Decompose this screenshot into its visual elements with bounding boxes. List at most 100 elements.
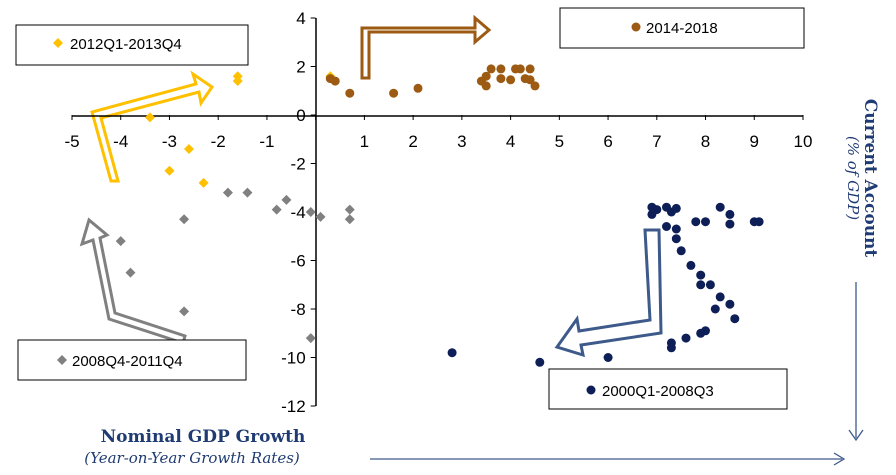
y-tick-label: 2 xyxy=(296,58,305,77)
legend-marker xyxy=(631,22,641,32)
scatter-point-series-1 xyxy=(315,211,326,222)
x-tick-label: -5 xyxy=(64,132,79,151)
scatter-point-series-2 xyxy=(232,71,243,82)
scatter-point-series-3 xyxy=(515,64,525,74)
scatter-point-series-1 xyxy=(305,207,316,217)
y-axis-title: Current Account (% of GDP) xyxy=(844,99,880,442)
scatter-point-series-0 xyxy=(725,219,735,229)
arrow-2014-2018 xyxy=(360,14,492,80)
scatter-point-series-2 xyxy=(164,165,175,176)
y-tick-label: -8 xyxy=(291,300,306,319)
x-axis-title-main: Nominal GDP Growth xyxy=(101,427,306,447)
scatter-point-series-1 xyxy=(242,187,253,198)
scatter-point-series-1 xyxy=(281,194,292,205)
scatter-point-series-1 xyxy=(271,204,282,215)
scatter-point-series-0 xyxy=(701,217,710,227)
scatter-point-series-1 xyxy=(222,187,233,198)
x-tick-label: 5 xyxy=(555,132,564,151)
data-points xyxy=(115,64,764,367)
x-tick-label: 2 xyxy=(408,132,417,151)
scatter-point-series-0 xyxy=(647,209,657,219)
scatter-point-series-0 xyxy=(715,202,725,212)
scatter-point-series-3 xyxy=(496,64,506,74)
x-tick-label: 4 xyxy=(506,132,515,151)
x-tick-label: -3 xyxy=(162,132,177,151)
legend-box xyxy=(15,24,249,66)
arrow-2012-2013 xyxy=(90,70,215,183)
scatter-point-series-3 xyxy=(481,71,491,81)
scatter-point-series-0 xyxy=(681,333,691,343)
scatter-point-series-0 xyxy=(447,348,457,358)
x-tick-label: -1 xyxy=(259,132,274,151)
scatter-point-series-1 xyxy=(179,214,190,225)
scatter-point-series-3 xyxy=(506,75,516,85)
legend-2008-2011: 2008Q4-2011Q4 xyxy=(17,339,247,381)
y-tick-label: -6 xyxy=(291,252,306,271)
scatter-point-series-0 xyxy=(696,270,706,280)
legend-marker xyxy=(53,38,63,48)
legend-box xyxy=(548,368,788,410)
y-axis-title-main: Current Account xyxy=(860,99,880,258)
scatter-point-series-0 xyxy=(715,292,725,302)
scatter-point-series-0 xyxy=(725,299,735,309)
scatter-point-series-3 xyxy=(496,74,506,84)
legend-2000-2008: 2000Q1-2008Q3 xyxy=(548,368,788,410)
scatter-point-series-0 xyxy=(603,353,613,362)
scatter-point-series-0 xyxy=(666,343,676,353)
legend-2014-2018: 2014-2018 xyxy=(559,7,805,49)
y-axis: 4 2 0 -2 -4 -6 -8 -10 -12 xyxy=(281,9,317,416)
scatter-point-series-1 xyxy=(344,214,355,225)
scatter-point-series-1 xyxy=(305,333,316,344)
arrow-2008-2011 xyxy=(79,217,187,345)
scatter-point-series-2 xyxy=(144,112,155,123)
legend-label: 2014-2018 xyxy=(646,20,718,37)
y-tick-label: -12 xyxy=(281,397,306,416)
legend-label: 2012Q1-2013Q4 xyxy=(70,36,182,53)
scatter-point-series-3 xyxy=(530,81,540,91)
scatter-point-series-0 xyxy=(754,217,764,227)
scatter-point-series-3 xyxy=(525,64,535,74)
scatter-point-series-0 xyxy=(696,280,706,290)
scatter-point-series-0 xyxy=(725,209,735,219)
x-axis-title-sub: (Year-on-Year Growth Rates) xyxy=(84,449,300,467)
x-axis: -5 -4 -3 -2 -1 1 2 3 4 5 6 7 8 9 10 xyxy=(64,115,812,151)
scatter-point-series-0 xyxy=(662,222,671,231)
scatter-point-series-0 xyxy=(730,314,740,324)
scatter-point-series-0 xyxy=(671,203,681,213)
legend-2012-2013: 2012Q1-2013Q4 xyxy=(15,24,249,66)
y-tick-label: 0 xyxy=(296,106,305,125)
scatter-point-series-3 xyxy=(345,88,355,98)
y-axis-pointer-arrow xyxy=(848,282,864,442)
x-tick-label: 8 xyxy=(701,132,710,151)
x-tick-label: 9 xyxy=(750,132,759,151)
y-tick-label: -10 xyxy=(281,349,306,368)
scatter-point-series-3 xyxy=(486,64,496,74)
scatter-point-series-3 xyxy=(481,81,491,91)
scatter-point-series-0 xyxy=(710,304,720,314)
scatter-point-series-3 xyxy=(525,75,535,85)
scatter-point-series-3 xyxy=(330,76,340,86)
scatter-point-series-3 xyxy=(413,83,423,93)
scatter-point-series-0 xyxy=(535,357,545,367)
x-tick-label: -2 xyxy=(211,132,226,151)
scatter-point-series-3 xyxy=(389,88,399,98)
legend-marker xyxy=(586,385,596,395)
x-tick-label: 7 xyxy=(652,132,661,151)
x-tick-label: 6 xyxy=(603,132,612,151)
legend-box xyxy=(17,339,247,381)
legend-label: 2008Q4-2011Q4 xyxy=(72,353,183,370)
scatter-point-series-0 xyxy=(696,328,706,338)
arrow-2000-2008 xyxy=(554,228,663,358)
y-axis-title-sub: (% of GDP) xyxy=(844,136,862,220)
legend-box xyxy=(559,7,805,49)
legend-marker xyxy=(57,355,67,365)
legend-label: 2000Q1-2008Q3 xyxy=(602,383,714,400)
scatter-point-series-2 xyxy=(198,177,209,188)
y-tick-label: -4 xyxy=(291,203,306,222)
scatter-point-series-0 xyxy=(671,234,681,244)
scatter-point-series-1 xyxy=(125,267,136,278)
scatter-point-series-2 xyxy=(183,143,194,154)
scatter-point-series-0 xyxy=(671,224,681,234)
x-tick-label: 10 xyxy=(794,132,813,151)
